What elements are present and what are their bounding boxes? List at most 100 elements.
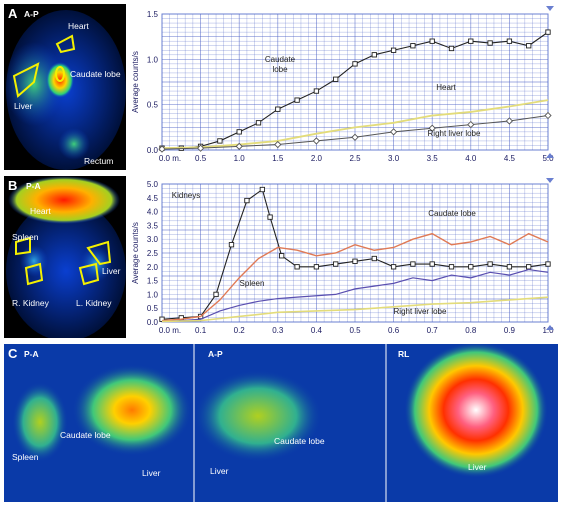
y-tick-label: 3.0 <box>147 235 159 244</box>
data-point <box>505 117 514 125</box>
data-point <box>410 261 416 267</box>
panel-c-view-3: RL <box>398 349 410 359</box>
x-tick-label: 0.0 m. <box>159 326 181 335</box>
data-point <box>267 214 273 220</box>
y-tick-label: 0.0 <box>147 146 159 155</box>
panel-c-view-2: A-P <box>208 349 223 359</box>
panel-a-view-label: A-P <box>24 9 39 19</box>
panel-b-scintigram: B P-A Heart Spleen Liver R. Kidney L. Ki… <box>4 176 126 338</box>
data-point <box>371 52 377 58</box>
x-tick-label: 1.0 <box>234 154 246 163</box>
x-tick-label: 0.9 <box>504 326 516 335</box>
y-tick-label: 2.0 <box>147 263 159 272</box>
series-line <box>161 99 549 150</box>
data-point <box>228 242 235 248</box>
x-tick-label: 0.0 m. <box>159 154 181 163</box>
x-tick-label: 0.3 <box>272 326 284 335</box>
data-point <box>506 264 513 270</box>
data-point <box>487 40 493 46</box>
series-label: Caudate <box>265 55 296 64</box>
panel-c-images <box>12 344 548 502</box>
series-label: Caudate lobe <box>428 209 476 218</box>
data-point <box>236 129 242 135</box>
data-point <box>506 38 513 44</box>
data-point <box>259 186 266 193</box>
data-point <box>255 120 262 126</box>
x-tick-label: 3.0 <box>388 154 400 163</box>
data-point <box>429 261 435 267</box>
data-point <box>545 261 551 267</box>
data-point <box>371 255 377 262</box>
data-point <box>279 253 285 259</box>
panel-c-letter: C <box>8 346 18 361</box>
data-point <box>275 106 281 112</box>
data-point <box>313 264 320 270</box>
label-r-kidney-b: R. Kidney <box>12 298 49 308</box>
data-point <box>312 137 321 145</box>
data-point <box>390 264 397 270</box>
panel-c-liver-1: Liver <box>142 468 161 478</box>
panel-c-liver-2: Liver <box>210 466 229 476</box>
chart-a-svg: 0.0 m. 0.5 1.0 1.5 2.0 2.5 3.0 3.5 4.0 4.5 5.0 0.0 0… <box>131 6 554 163</box>
series-label: Heart <box>436 83 456 92</box>
series-label: Right liver lobe <box>428 129 481 138</box>
x-tick-label: 1.0 <box>542 326 554 335</box>
data-point <box>217 138 223 144</box>
data-point <box>351 133 359 141</box>
label-liver-a: Liver <box>14 101 33 111</box>
data-point <box>274 140 282 149</box>
panel-b-scintigram-image <box>6 176 126 338</box>
series-line <box>161 232 549 322</box>
y-tick-label: 5.0 <box>147 180 159 189</box>
series-line <box>161 296 549 323</box>
data-point <box>390 47 397 53</box>
y-axis-label: Average counts/s <box>131 222 140 284</box>
label-heart-a: Heart <box>68 21 89 31</box>
x-tick-label: 2.0 <box>311 154 323 163</box>
data-point <box>235 142 243 151</box>
label-spleen-b: Spleen <box>12 232 39 242</box>
label-caudate-a: Caudate lobe <box>70 69 121 79</box>
data-point <box>294 264 300 270</box>
y-tick-label: 1.0 <box>147 290 159 299</box>
chart-b-svg: 0.0 m. 0.1 0.2 0.3 0.4 0.5 0.6 0.7 0.8 0.9 1.0 0.0 0… <box>131 178 554 335</box>
data-point <box>428 124 436 132</box>
data-point <box>352 258 358 264</box>
y-axis-label: Average counts/s <box>131 51 140 113</box>
x-tick-label: 0.2 <box>234 326 246 335</box>
label-rectum-a: Rectum <box>84 156 114 166</box>
y-tick-label: 4.0 <box>147 208 159 217</box>
x-tick-label: 0.6 <box>388 326 400 335</box>
series-line <box>161 268 549 323</box>
series-label: Kidneys <box>172 191 200 200</box>
x-tick-label: 0.1 <box>195 326 207 335</box>
data-point <box>196 144 205 152</box>
data-point <box>333 261 339 267</box>
x-tick-label: 5.0 <box>542 154 554 163</box>
x-tick-label: 1.5 <box>272 154 284 163</box>
series-label: Right liver lobe <box>394 307 447 316</box>
data-point <box>545 29 551 35</box>
panel-c-caudate-1: Caudate lobe <box>60 430 111 440</box>
series-label: Spleen <box>240 279 265 288</box>
x-tick-label: 4.0 <box>465 154 477 163</box>
data-point <box>544 111 552 120</box>
series-label: lobe <box>272 65 288 74</box>
data-point <box>313 88 320 94</box>
label-heart-b: Heart <box>30 206 51 216</box>
x-tick-label: 0.4 <box>311 326 323 335</box>
panel-c-spleen-1: Spleen <box>12 452 39 462</box>
y-tick-label: 0.0 <box>147 318 159 327</box>
label-l-kidney-b: L. Kidney <box>76 298 112 308</box>
scroll-marker-top <box>546 178 554 183</box>
data-point <box>526 43 532 49</box>
y-tick-label: 3.5 <box>147 221 159 230</box>
data-point <box>294 97 300 103</box>
data-point <box>468 38 474 44</box>
panel-c: C P-A Caudate lobe Spleen Liver A-P Caud… <box>4 344 558 502</box>
panel-a: A A-P Heart Caudate lobe Liver Rectum 0.… <box>0 0 562 172</box>
y-tick-label: 0.5 <box>147 101 159 110</box>
data-point <box>467 120 475 129</box>
scroll-marker-bottom <box>546 153 554 158</box>
data-point <box>244 197 250 204</box>
